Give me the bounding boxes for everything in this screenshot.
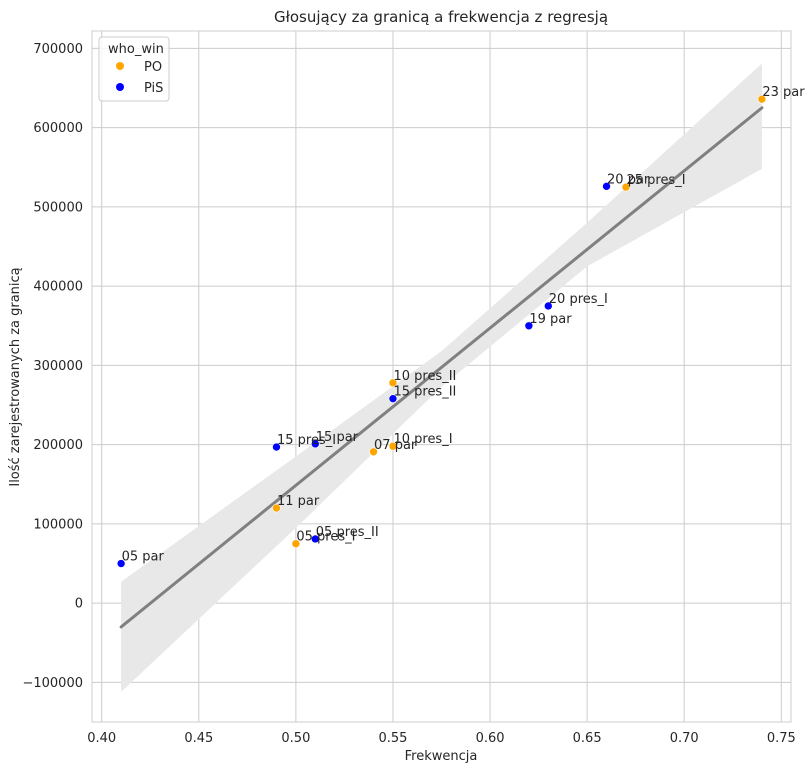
point-label: 11 par: [277, 494, 320, 509]
legend-marker-pis: [116, 83, 124, 91]
x-tick-label: 0.50: [281, 731, 310, 746]
y-tick-label: 500000: [33, 200, 83, 215]
data-point: [388, 441, 398, 451]
regression-line: [119, 106, 764, 629]
x-tick-label: 0.40: [87, 731, 116, 746]
data-points: [116, 94, 767, 568]
data-point: [602, 182, 611, 191]
data-point: [116, 559, 126, 568]
point-label: 15 pres_II: [393, 385, 456, 400]
confidence-band: [121, 63, 762, 692]
legend: who_win PO PiS: [98, 36, 170, 102]
legend-marker-po: [116, 62, 124, 70]
confidence-interval-band: [121, 63, 762, 692]
data-point: [272, 503, 281, 513]
point-label: 07 par: [374, 438, 417, 453]
y-tick-label: 0: [75, 597, 83, 612]
x-tick-label: 0.55: [378, 731, 407, 746]
legend-label-pis: PiS: [144, 81, 163, 96]
y-tick-label: −100000: [22, 676, 83, 691]
x-tick-label: 0.75: [767, 731, 796, 746]
chart-title: Głosujący za granicą a frekwencja z regr…: [274, 8, 608, 26]
y-tick-label: 400000: [33, 280, 83, 295]
data-point: [310, 439, 320, 449]
x-tick-label: 0.65: [573, 731, 602, 746]
y-tick-label: 200000: [33, 438, 83, 453]
y-tick-label: 700000: [33, 42, 83, 57]
point-label: 20 par: [607, 172, 650, 187]
data-point: [291, 539, 301, 549]
data-point: [388, 394, 398, 403]
x-tick-label: 0.60: [476, 731, 505, 746]
point-label: 25 pres_I: [626, 173, 685, 188]
point-label: 15 pres_I: [277, 433, 336, 448]
point-label: 19 par: [529, 312, 572, 327]
x-axis-title: Frekwencja: [405, 749, 478, 764]
regression-line-group: [119, 106, 764, 629]
data-point: [310, 534, 320, 544]
data-point: [543, 301, 553, 311]
x-tick-label: 0.45: [184, 731, 213, 746]
data-point: [757, 94, 767, 104]
data-point: [524, 321, 534, 331]
point-label: 20 pres_I: [549, 292, 608, 307]
point-label: 05 pres_I: [296, 530, 355, 545]
point-label: 15 par: [316, 430, 359, 445]
point-label: 05 pres_II: [316, 525, 379, 540]
point-label: 23 par: [762, 85, 805, 100]
data-point: [621, 182, 631, 192]
legend-title: who_win: [108, 42, 164, 57]
data-point: [369, 447, 378, 457]
x-tick-label: 0.70: [670, 731, 699, 746]
legend-box: [98, 36, 170, 102]
y-axis-title: Ilość zarejestrowanych za granicą: [8, 267, 23, 486]
data-point: [272, 442, 281, 452]
legend-label-po: PO: [144, 60, 162, 75]
point-label: 10 pres_II: [393, 369, 456, 384]
point-label: 10 pres_I: [393, 432, 452, 447]
point-label: 05 par: [122, 550, 165, 565]
y-tick-label: 100000: [33, 517, 83, 532]
y-tick-label: 300000: [33, 359, 83, 374]
y-axis-tick-labels: −100000 0 100000 200000 300000 400000 500000 60…: [22, 42, 83, 691]
x-axis-tick-labels: 0.40 0.45 0.50 0.55 0.60 0.65 0.70 0.75: [87, 731, 796, 746]
y-tick-label: 600000: [33, 121, 83, 136]
data-point: [388, 378, 398, 388]
